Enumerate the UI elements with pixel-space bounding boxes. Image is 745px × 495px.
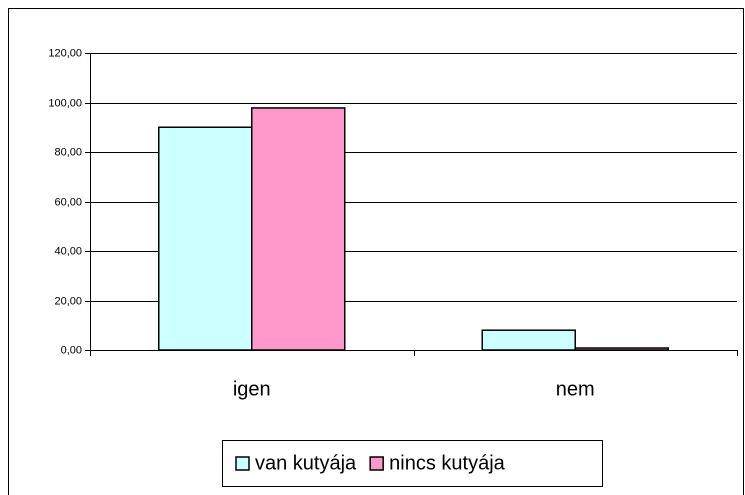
legend-box bbox=[222, 440, 603, 487]
y-tick-label: 80,00 bbox=[54, 146, 82, 158]
y-tick-label: 60,00 bbox=[54, 196, 82, 208]
x-tick-label: nem bbox=[556, 378, 595, 400]
bar bbox=[251, 107, 346, 351]
x-tick-label: igen bbox=[233, 378, 271, 400]
bar bbox=[158, 126, 253, 351]
legend-label: van kutyája bbox=[255, 452, 357, 474]
y-tick-label: 0,00 bbox=[61, 344, 82, 356]
bar bbox=[481, 329, 576, 351]
y-tick-label: 120,00 bbox=[48, 47, 82, 59]
legend-label: nincs kutyája bbox=[389, 452, 505, 474]
legend-swatch bbox=[369, 456, 384, 471]
bar bbox=[574, 347, 669, 351]
legend-swatch bbox=[235, 456, 250, 471]
y-tick-label: 100,00 bbox=[48, 97, 82, 109]
y-tick-label: 40,00 bbox=[54, 245, 82, 257]
y-tick-label: 20,00 bbox=[54, 295, 82, 307]
